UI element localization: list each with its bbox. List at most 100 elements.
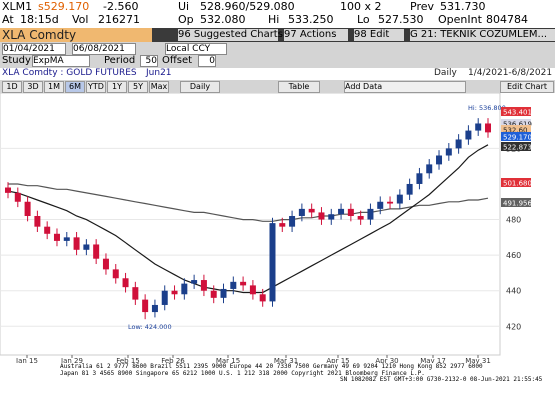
toolbar-button[interactable]: G 21: TEKNIK COZUMLEM...	[410, 29, 555, 41]
toolbar-button[interactable]: 96 Suggested Charts	[178, 29, 283, 41]
candle-body	[220, 288, 227, 298]
vol-label: Vol	[72, 13, 89, 26]
footer-line: Australia 61 2 9777 8600 Brazil 5511 239…	[60, 363, 483, 370]
price-label-box	[501, 198, 531, 207]
freq-select[interactable]: Daily	[180, 81, 220, 93]
candle-body	[181, 283, 188, 295]
oi: 804784	[486, 13, 528, 26]
study-row: Study ExpMA Period 50 Offset 0	[0, 55, 555, 68]
period-button[interactable]: 6M	[65, 81, 85, 93]
period-button[interactable]: 1D	[2, 81, 22, 93]
stats-row: At 18:15d Vol 216271 Op 532.080 Hi 533.2…	[0, 13, 555, 26]
currency[interactable]: Local CCY	[165, 43, 227, 55]
candle-body	[122, 278, 129, 288]
candle-body	[83, 244, 90, 250]
footer: Australia 61 2 9777 8600 Brazil 5511 239…	[0, 363, 555, 400]
candle-body	[445, 148, 452, 156]
footer-line: SN 1082082 EST GMT+3:00 G730-2132-0 08-J…	[340, 376, 543, 383]
candle-body	[161, 290, 168, 305]
contract: Jun21	[146, 68, 172, 78]
period-button[interactable]: 5Y	[128, 81, 148, 93]
time-label: At	[2, 13, 14, 26]
candle-body	[279, 223, 286, 227]
candle-body	[44, 226, 51, 234]
period-button[interactable]: 1Y	[107, 81, 127, 93]
price-label-box	[501, 178, 531, 187]
indicator-line	[8, 183, 489, 222]
last-price: s529.170	[38, 0, 90, 13]
candle-body	[112, 269, 119, 279]
candle-body	[53, 233, 60, 241]
study-label: Study	[2, 55, 31, 66]
period-button[interactable]: 3D	[23, 81, 43, 93]
price-label: 536.619	[503, 121, 532, 129]
y-tick-label: 420	[506, 322, 521, 331]
op: 532.080	[200, 13, 246, 26]
start-date[interactable]: 01/04/2021	[2, 43, 66, 55]
candle-body	[14, 192, 21, 202]
candle-body	[200, 280, 207, 291]
edit-chart[interactable]: Edit Chart	[500, 81, 554, 93]
candle-body	[289, 215, 296, 227]
candle-body	[230, 281, 237, 289]
price-label: 543.401	[503, 109, 532, 117]
security-name: XLA Comdty : GOLD FUTURES	[2, 68, 137, 78]
candle-body	[377, 201, 384, 209]
price-label: 522.873	[503, 144, 532, 152]
info-row: XLA Comdty : GOLD FUTURES Jun21 Daily 1/…	[0, 68, 555, 80]
end-date[interactable]: 06/08/2021	[72, 43, 136, 55]
candle-body	[475, 123, 482, 131]
quote-row: XLM1 s529.170 -2.560 Ui 528.960/529.080 …	[0, 0, 555, 13]
candle-body	[259, 294, 266, 302]
candle-body	[347, 208, 354, 216]
price-label: 532.60	[503, 127, 528, 135]
offset-label: Offset	[162, 55, 193, 66]
lo: 527.530	[378, 13, 424, 26]
candle-body	[318, 212, 325, 220]
candle-body	[308, 208, 315, 213]
candle-body	[171, 290, 178, 295]
period-button[interactable]: Max	[149, 81, 169, 93]
lo-label: Lo	[357, 13, 370, 26]
security: XLA Comdty	[0, 28, 152, 42]
candle-body	[269, 223, 276, 302]
candle-body	[102, 258, 109, 270]
x-tick-label: Mar 31	[274, 357, 298, 363]
candle-body	[298, 208, 305, 216]
price-label-box	[501, 142, 531, 151]
bidask: 528.960/529.080	[200, 0, 295, 13]
candle-body	[455, 139, 462, 149]
candle-body	[357, 215, 364, 220]
toolbar: XLA Comdty 96 Suggested Charts 97 Action…	[0, 28, 555, 42]
candle-body	[485, 123, 491, 133]
time: 18:15d	[20, 13, 59, 26]
date-range: 1/4/2021-6/8/2021	[468, 68, 553, 78]
footer-line: Japan 81 3 4565 8900 Singapore 65 6212 1…	[60, 369, 425, 377]
candle-body	[426, 164, 433, 174]
period-button[interactable]: YTD	[86, 81, 106, 93]
period-button[interactable]: 1M	[44, 81, 64, 93]
toolbar-button[interactable]: 97 Actions	[284, 29, 348, 41]
price-label-box	[501, 132, 531, 141]
candle-body	[34, 215, 41, 227]
candle-body	[93, 244, 100, 259]
candle-body	[151, 304, 158, 313]
table-button[interactable]: Table	[278, 81, 320, 93]
study-name[interactable]: ExpMA	[32, 55, 90, 67]
toolbar-button[interactable]: 98 Edit	[354, 29, 404, 41]
candle-body	[465, 130, 472, 140]
candle-body	[436, 155, 443, 165]
add-data[interactable]: Add Data	[344, 81, 466, 93]
button-row: Daily Table Add Data Edit Chart 1D 3D 1M 6M…	[0, 80, 555, 93]
range-row: 01/04/2021 06/08/2021 Local CCY	[0, 42, 555, 55]
candle-body	[191, 280, 198, 284]
candle-body	[367, 208, 374, 220]
period[interactable]: 50	[140, 55, 158, 67]
x-tick-label: Jan 15	[15, 357, 38, 363]
x-tick-label: Apr 30	[375, 357, 398, 363]
offset[interactable]: 0	[198, 55, 216, 67]
candle-body	[73, 237, 80, 250]
x-tick-label: May 31	[465, 357, 491, 363]
indicator-line	[7, 144, 489, 294]
